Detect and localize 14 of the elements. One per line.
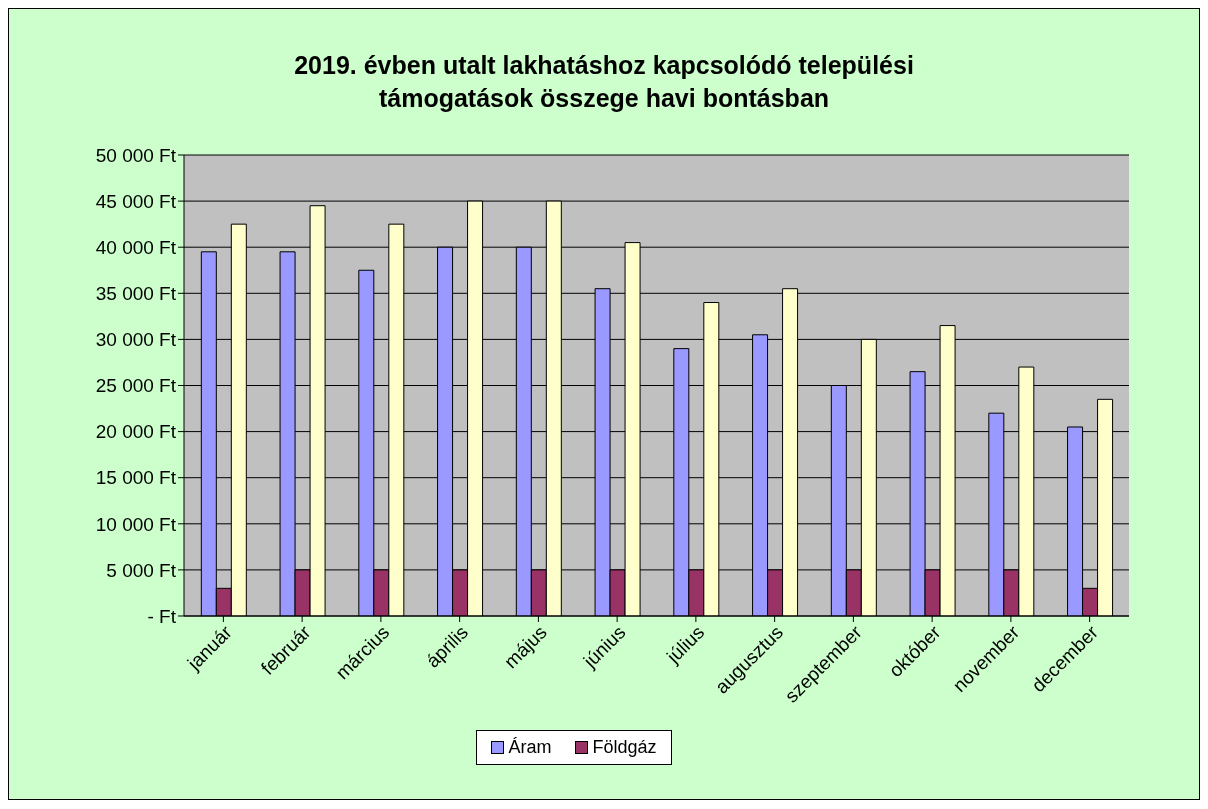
y-tick-label: 10 000 Ft bbox=[95, 513, 177, 535]
y-tick-label: 35 000 Ft bbox=[95, 283, 177, 305]
y-tick-label: 20 000 Ft bbox=[95, 421, 177, 443]
y-tick-label: 5 000 Ft bbox=[106, 559, 177, 581]
y-tick-label: 25 000 Ft bbox=[95, 375, 177, 397]
legend-label: Áram bbox=[507, 737, 552, 758]
y-tick-label: 40 000 Ft bbox=[95, 236, 177, 258]
y-tick-label: 15 000 Ft bbox=[95, 467, 177, 489]
chart-title: 2019. évben utalt lakhatáshoz kapcsolódó települési támogatások összege havi bontásban bbox=[293, 50, 915, 114]
y-tick-label: 30 000 Ft bbox=[95, 329, 177, 351]
y-tick-label: 45 000 Ft bbox=[95, 190, 177, 212]
legend-label: Földgáz bbox=[591, 737, 657, 758]
y-tick-label: - Ft bbox=[147, 605, 177, 627]
y-tick-label: 50 000 Ft bbox=[95, 144, 177, 166]
